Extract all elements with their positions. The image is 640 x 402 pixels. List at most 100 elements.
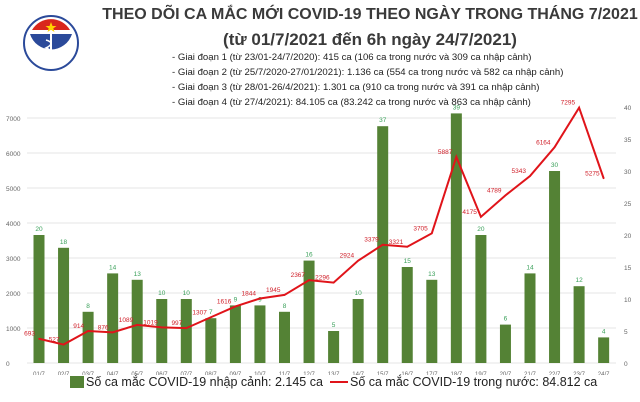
x-axis-tick: 10/7	[254, 372, 266, 375]
right-axis-tick: 20	[624, 233, 632, 240]
x-axis-tick: 13/7	[328, 372, 340, 375]
line-point	[406, 245, 409, 248]
line-data-label: 3705	[413, 225, 428, 232]
left-axis-tick: 4000	[6, 221, 21, 228]
line-data-label: 914	[73, 323, 84, 330]
right-axis-tick: 35	[624, 137, 632, 144]
line-data-label: 693	[24, 331, 35, 338]
bar-data-label: 20	[477, 226, 485, 233]
x-axis-tick: 24/7	[598, 372, 610, 375]
chart-title: THEO DÕI CA MẮC MỚI COVID-19 THEO NGÀY T…	[102, 6, 638, 23]
bar-imported	[180, 299, 192, 363]
bar-data-label: 37	[379, 117, 387, 124]
legend-label-imported: Số ca mắc COVID-19 nhập cảnh: 2.145 ca	[86, 375, 323, 389]
line-point	[308, 279, 310, 281]
line-data-label: 3379	[364, 237, 379, 244]
bar-imported	[303, 260, 315, 363]
phase-notes: - Giai đoạn 1 (từ 23/01-24/7/2020): 415 …	[172, 50, 563, 110]
bar-data-label: 10	[355, 290, 363, 297]
line-point	[332, 281, 335, 284]
x-axis-tick: 12/7	[303, 372, 315, 375]
bar-imported	[573, 286, 585, 363]
bar-imported	[450, 113, 462, 364]
right-axis-tick: 0	[624, 361, 628, 368]
chart-subtitle: (từ 01/7/2021 đến 6h ngày 24/7/2021)	[223, 30, 517, 49]
line-point	[504, 194, 507, 197]
line-data-label: 2296	[315, 275, 330, 282]
bar-data-label: 9	[258, 296, 262, 303]
line-domestic	[38, 105, 605, 346]
bar-imported	[205, 318, 217, 363]
x-axis-tick: 14/7	[352, 372, 364, 375]
bar-imported	[524, 273, 536, 363]
x-axis-tick: 16/7	[401, 372, 413, 375]
line-point	[259, 297, 261, 300]
bar-imported	[328, 331, 340, 363]
left-axis-tick: 5000	[6, 186, 21, 193]
x-axis-tick: 11/7	[279, 372, 291, 375]
bar-data-label: 20	[35, 226, 43, 233]
line-data-label: 5275	[585, 170, 600, 177]
left-axis-tick: 7000	[6, 116, 21, 123]
bar-data-label: 8	[86, 303, 90, 310]
x-axis-tick: 03/7	[82, 372, 94, 375]
line-point	[381, 243, 384, 246]
bar-data-label: 30	[551, 162, 559, 169]
bar-imported	[58, 247, 70, 363]
line-data-label: 1945	[266, 287, 281, 294]
line-point	[602, 177, 605, 180]
bar-imported	[82, 311, 94, 363]
right-axis-tick: 5	[624, 329, 628, 336]
ministry-of-health-logo	[23, 15, 79, 71]
line-point	[185, 327, 188, 329]
bar-data-label: 10	[158, 290, 166, 297]
line-data-label: 7295	[561, 100, 576, 107]
x-axis-tick: 18/7	[451, 372, 463, 375]
left-axis-tick: 0	[6, 361, 10, 368]
bar-imported	[401, 267, 413, 363]
line-point	[431, 232, 433, 235]
legend-item-domestic: Số ca mắc COVID-19 trong nước: 84.812 ca	[330, 375, 597, 389]
right-axis-tick: 40	[624, 105, 632, 112]
line-point	[529, 175, 531, 177]
right-axis-tick: 15	[624, 265, 632, 272]
bar-imported	[475, 235, 487, 363]
legend-item-imported: Số ca mắc COVID-19 nhập cảnh: 2.145 ca	[70, 375, 323, 389]
line-point	[38, 337, 40, 340]
x-axis-tick: 08/7	[205, 372, 217, 375]
x-axis-tick: 22/7	[549, 372, 561, 375]
line-data-label: 5343	[512, 168, 527, 175]
legend-swatch-line	[330, 381, 348, 383]
right-axis-tick: 10	[624, 297, 632, 304]
line-point	[87, 330, 89, 332]
line-data-label: 997	[171, 320, 182, 327]
line-point	[455, 156, 458, 158]
bar-data-label: 7	[209, 309, 213, 316]
x-axis-tick: 01/7	[33, 372, 45, 375]
x-axis-tick: 06/7	[156, 372, 168, 375]
line-point	[111, 331, 114, 334]
x-axis-tick: 20/7	[500, 372, 512, 375]
x-axis-tick: 05/7	[131, 372, 143, 375]
x-axis-tick: 04/7	[107, 372, 119, 375]
line-point	[210, 316, 212, 319]
line-data-label: 4175	[462, 209, 477, 216]
bar-imported	[426, 279, 438, 363]
line-point	[160, 326, 163, 329]
x-axis-tick: 21/7	[524, 372, 536, 375]
chart-area: 0 1000 2000 3000 4000 5000 6000 7000 0 5 10 15 20 25 3…	[6, 100, 632, 375]
bar-data-label: 14	[526, 264, 534, 271]
bar-imported	[107, 273, 119, 363]
bar-imported	[279, 311, 290, 363]
line-data-label: 2367	[291, 272, 306, 279]
x-axis-tick: 17/7	[426, 372, 438, 375]
line-point	[480, 216, 482, 218]
note-phase-2: - Giai đoạn 2 (từ 25/7/2020-27/01/2021):…	[172, 67, 564, 78]
bar-imported	[499, 324, 511, 363]
left-axis-tick: 1000	[6, 326, 21, 333]
line-point	[283, 294, 286, 296]
left-axis-tick: 2000	[6, 291, 21, 298]
right-axis-tick: 30	[624, 169, 632, 176]
bar-data-label: 39	[453, 104, 461, 111]
